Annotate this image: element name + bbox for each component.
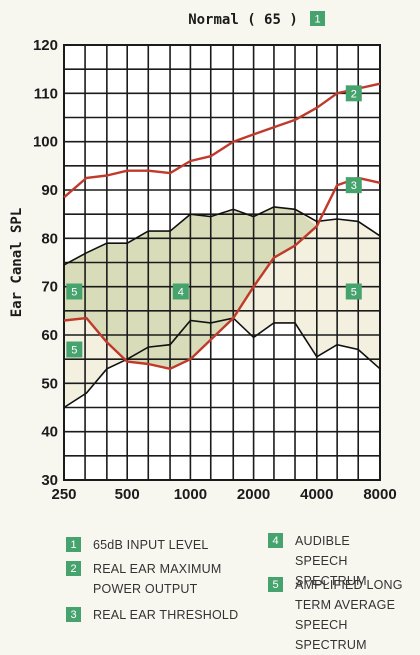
annotation-badge xyxy=(345,85,362,102)
annotation-badge xyxy=(172,283,189,300)
annotation-badge xyxy=(66,341,83,358)
annotation-badge-label: 5 xyxy=(71,287,77,299)
legend-item-3: 3 REAL EAR THRESHOLD xyxy=(66,605,256,625)
x-tick-label: 2000 xyxy=(237,486,270,503)
annotation-badge xyxy=(345,283,362,300)
y-tick-label: 30 xyxy=(41,472,58,489)
annotation-badge-label: 4 xyxy=(178,287,184,299)
band-upper-edge xyxy=(63,206,381,266)
grid-layer xyxy=(63,44,381,481)
y-tick-label: 50 xyxy=(41,375,58,392)
chart-title: Normal ( 65 ) xyxy=(188,12,298,28)
y-tick-label: 70 xyxy=(41,279,58,296)
x-tick-label: 250 xyxy=(51,486,76,503)
y-tick-label: 90 xyxy=(41,182,58,199)
legend-item-2: 2 REAL EAR MAXIMUM POWER OUTPUT xyxy=(66,559,256,599)
annotation-badge-label: 5 xyxy=(71,345,77,357)
legend-label: AMPLIFIED LONG TERM AVERAGE SPEECH SPECT… xyxy=(295,578,403,652)
legend-badge: 2 xyxy=(66,561,81,576)
legend-badge: 3 xyxy=(66,607,81,622)
legend-label: 65dB INPUT LEVEL xyxy=(93,538,209,552)
axes-layer: 30 40 50 60 70 80 90 100 110 120 250 500 1000 2000 400… xyxy=(9,11,397,503)
lines-layer xyxy=(63,82,381,409)
legend-item-5: 5 AMPLIFIED LONG TERM AVERAGE SPEECH SPE… xyxy=(268,575,414,655)
title-badge-label: 1 xyxy=(314,14,320,26)
x-tick-label: 1000 xyxy=(174,486,207,503)
threshold-line xyxy=(63,176,381,370)
y-tick-label: 120 xyxy=(33,37,58,54)
y-tick-label: 40 xyxy=(41,424,58,441)
max-power-output-line xyxy=(63,82,381,199)
title-badge xyxy=(310,11,325,26)
y-tick-label: 110 xyxy=(34,85,58,102)
x-tick-label: 500 xyxy=(115,486,140,503)
chart: 5 4 5 5 2 3 30 40 50 60 70 80 90 100 110 120 250 500 1000… xyxy=(9,11,397,503)
legend-label: AUDIBLE SPEECH SPECTRUM xyxy=(295,534,367,588)
annotation-badge-label: 2 xyxy=(351,88,357,100)
legend-label: REAL EAR THRESHOLD xyxy=(93,608,239,622)
x-tick-label: 4000 xyxy=(300,486,333,503)
y-tick-label: 100 xyxy=(33,134,58,151)
legend-item-1: 1 65dB INPUT LEVEL xyxy=(66,535,256,555)
annotation-badge xyxy=(345,177,362,194)
annotation-badge xyxy=(66,283,83,300)
band-lower-edge xyxy=(63,317,381,409)
plot-border xyxy=(63,44,381,481)
legend-item-4: 4 AUDIBLE SPEECH SPECTRUM xyxy=(268,531,412,591)
x-tick-label: 8000 xyxy=(363,486,396,503)
annotation-badge-label: 5 xyxy=(351,287,357,299)
badges-layer: 5 4 5 5 2 3 xyxy=(66,85,362,358)
legend-badge: 5 xyxy=(268,577,283,592)
y-axis-label: Ear Canal SPL xyxy=(9,208,25,318)
legend: 1 65dB INPUT LEVEL 2 REAL EAR MAXIMUM PO… xyxy=(62,525,412,652)
annotation-badge-label: 3 xyxy=(351,180,357,192)
legend-badge: 1 xyxy=(66,537,81,552)
y-tick-label: 80 xyxy=(41,230,58,247)
legend-label: REAL EAR MAXIMUM POWER OUTPUT xyxy=(93,562,222,596)
legend-badge: 4 xyxy=(268,533,283,548)
y-tick-label: 60 xyxy=(41,327,58,344)
